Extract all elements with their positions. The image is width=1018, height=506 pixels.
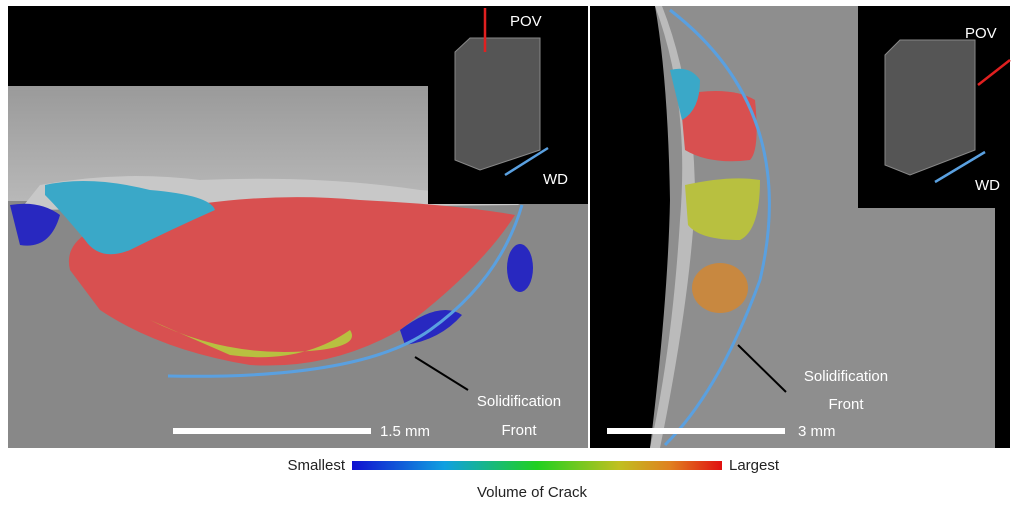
colorbar-min: Smallest	[287, 457, 345, 474]
crack-red	[680, 91, 757, 162]
crack-blue	[10, 203, 60, 246]
wd-label: WD	[543, 171, 568, 188]
crack-cyan	[45, 181, 215, 255]
crack-blue	[507, 244, 533, 292]
annotation-line: Front	[828, 396, 864, 413]
colorbar-title: Volume of Crack	[477, 484, 588, 501]
colorbar: Smallest Largest Volume of Crack	[287, 457, 779, 501]
colorbar-gradient	[352, 461, 722, 470]
wd-arrow	[504, 146, 549, 177]
annotation-line: Front	[501, 422, 537, 439]
pov-label: POV	[965, 25, 997, 42]
inset-block	[884, 39, 976, 176]
scale-bar	[173, 428, 371, 434]
pov-arrow	[977, 59, 1011, 86]
colorbar-max: Largest	[729, 457, 780, 474]
solidification-front-curve	[167, 204, 524, 378]
crack-cyan	[670, 68, 700, 120]
scale-label: 1.5 mm	[380, 423, 430, 440]
wd-arrow	[934, 150, 986, 184]
pov-label: POV	[510, 13, 542, 30]
annotation-line: Solidification	[477, 393, 561, 410]
crack-yellow	[685, 178, 760, 240]
left-panel: POV WD Solidification Front 1.5 mm	[8, 6, 588, 448]
scale-bar	[607, 428, 785, 434]
annotation-arrow	[414, 356, 469, 391]
annotation-line: Solidification	[804, 368, 888, 385]
crack-orange	[692, 263, 748, 313]
inset-block	[454, 37, 541, 171]
annotation-arrow	[737, 344, 787, 393]
wd-label: WD	[975, 177, 1000, 194]
right-panel: POV WD Solidification Front 3 mm	[590, 6, 1011, 448]
scale-label: 3 mm	[798, 423, 836, 440]
crack-red	[68, 197, 515, 366]
solidification-front-curve	[663, 8, 771, 447]
